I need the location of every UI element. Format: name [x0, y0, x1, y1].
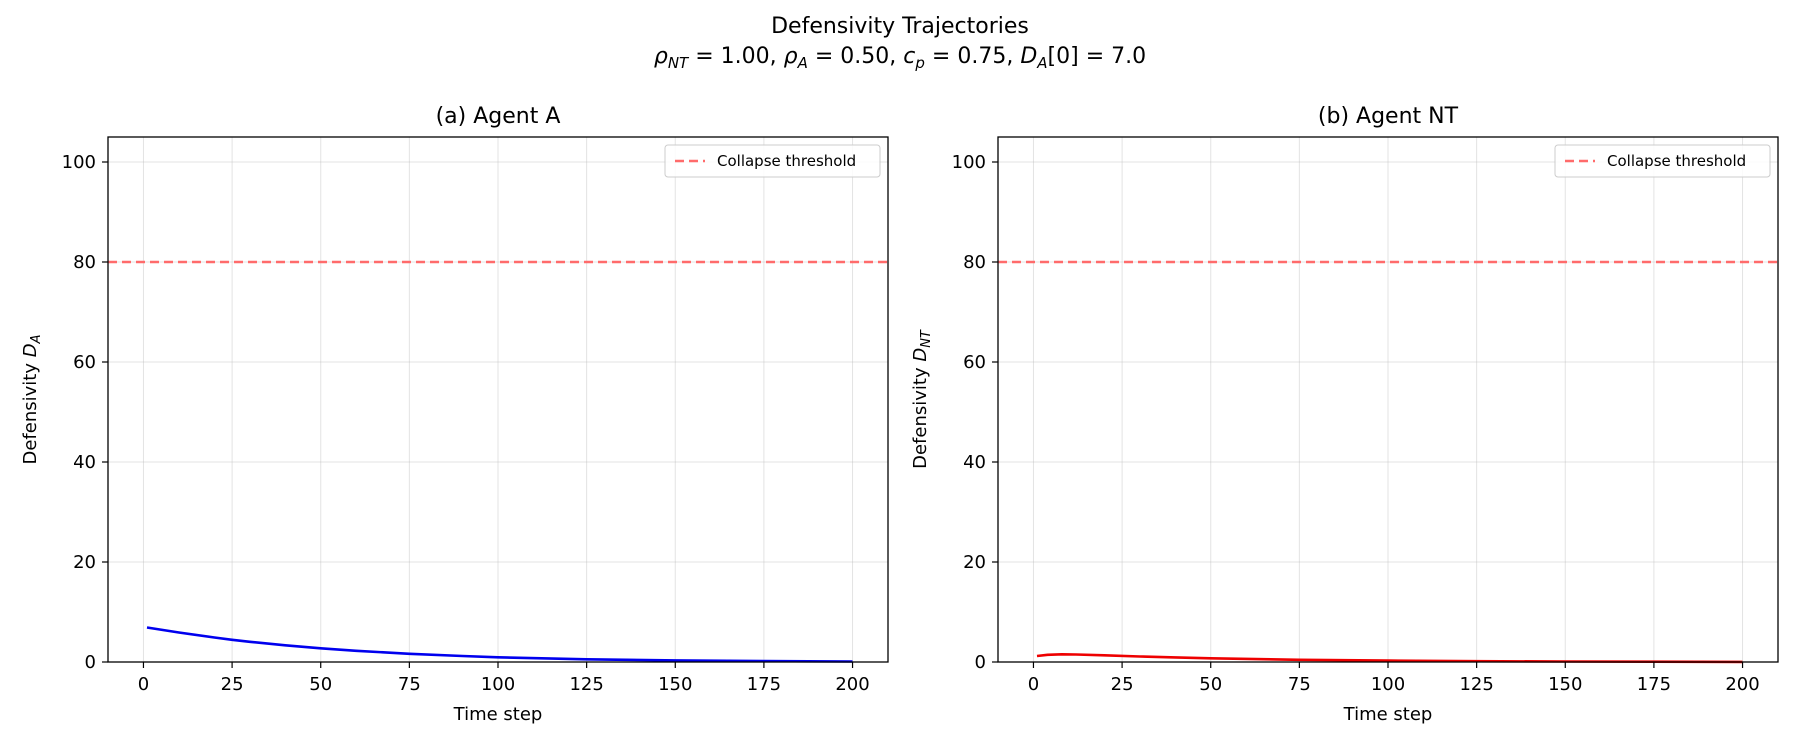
y-tick-label: 0 [975, 652, 986, 673]
y-tick-label: 80 [963, 252, 986, 273]
y-axis-label: Defensivity DA [20, 335, 44, 465]
x-tick-label: 175 [747, 674, 781, 695]
legend-box [664, 144, 881, 178]
legend-label: Collapse threshold [717, 152, 856, 170]
x-tick-label: 175 [1637, 674, 1671, 695]
y-tick-label: 80 [73, 252, 96, 273]
panel-agent-nt: 0 25 50 75 100 125 150 175 200 0 20 40 60 80 100 (b) Ag… [910, 104, 1779, 725]
x-tick-label: 100 [1371, 674, 1405, 695]
y-tick-label: 100 [62, 152, 96, 173]
x-tick-label: 75 [398, 674, 421, 695]
y-tick-label: 60 [73, 352, 96, 373]
x-tick-label: 100 [481, 674, 515, 695]
x-tick-label: 125 [569, 674, 603, 695]
panel-agent-a: 0 25 50 75 100 125 150 175 200 0 20 40 60 80 100 (a) Ag… [20, 104, 889, 725]
y-tick-label: 40 [73, 452, 96, 473]
y-tick-label: 100 [952, 152, 986, 173]
x-tick-label: 50 [309, 674, 332, 695]
series-line-d-nt [1036, 652, 1743, 664]
y-tick-label: 40 [963, 452, 986, 473]
x-axis-label: Time step [1343, 704, 1433, 725]
x-tick-label: 150 [658, 674, 692, 695]
y-tick-label: 20 [963, 552, 986, 573]
figure-parameters: ρNT = 1.00, ρA = 0.50, cp = 0.75, DA[0] … [654, 44, 1146, 72]
x-tick-label: 125 [1459, 674, 1493, 695]
figure-title: Defensivity Trajectories [771, 14, 1029, 39]
x-tick-label: 0 [1028, 674, 1039, 695]
x-tick-label: 25 [1111, 674, 1134, 695]
x-tick-label: 0 [138, 674, 149, 695]
x-tick-label: 150 [1548, 674, 1582, 695]
y-tick-label: 60 [963, 352, 986, 373]
x-axis-label: Time step [453, 704, 543, 725]
x-tick-label: 200 [1725, 674, 1759, 695]
y-axis-label: Defensivity DNT [910, 329, 934, 469]
x-tick-label: 25 [221, 674, 244, 695]
panel-title: (a) Agent A [436, 104, 561, 129]
x-tick-label: 200 [835, 674, 869, 695]
x-tick-label: 75 [1288, 674, 1311, 695]
x-tick-label: 50 [1199, 674, 1222, 695]
y-tick-label: 20 [73, 552, 96, 573]
legend-box [1554, 144, 1771, 178]
series-line-d-a [146, 626, 853, 663]
legend-label: Collapse threshold [1607, 152, 1746, 170]
panel-title: (b) Agent NT [1318, 104, 1459, 129]
y-tick-label: 0 [85, 652, 96, 673]
